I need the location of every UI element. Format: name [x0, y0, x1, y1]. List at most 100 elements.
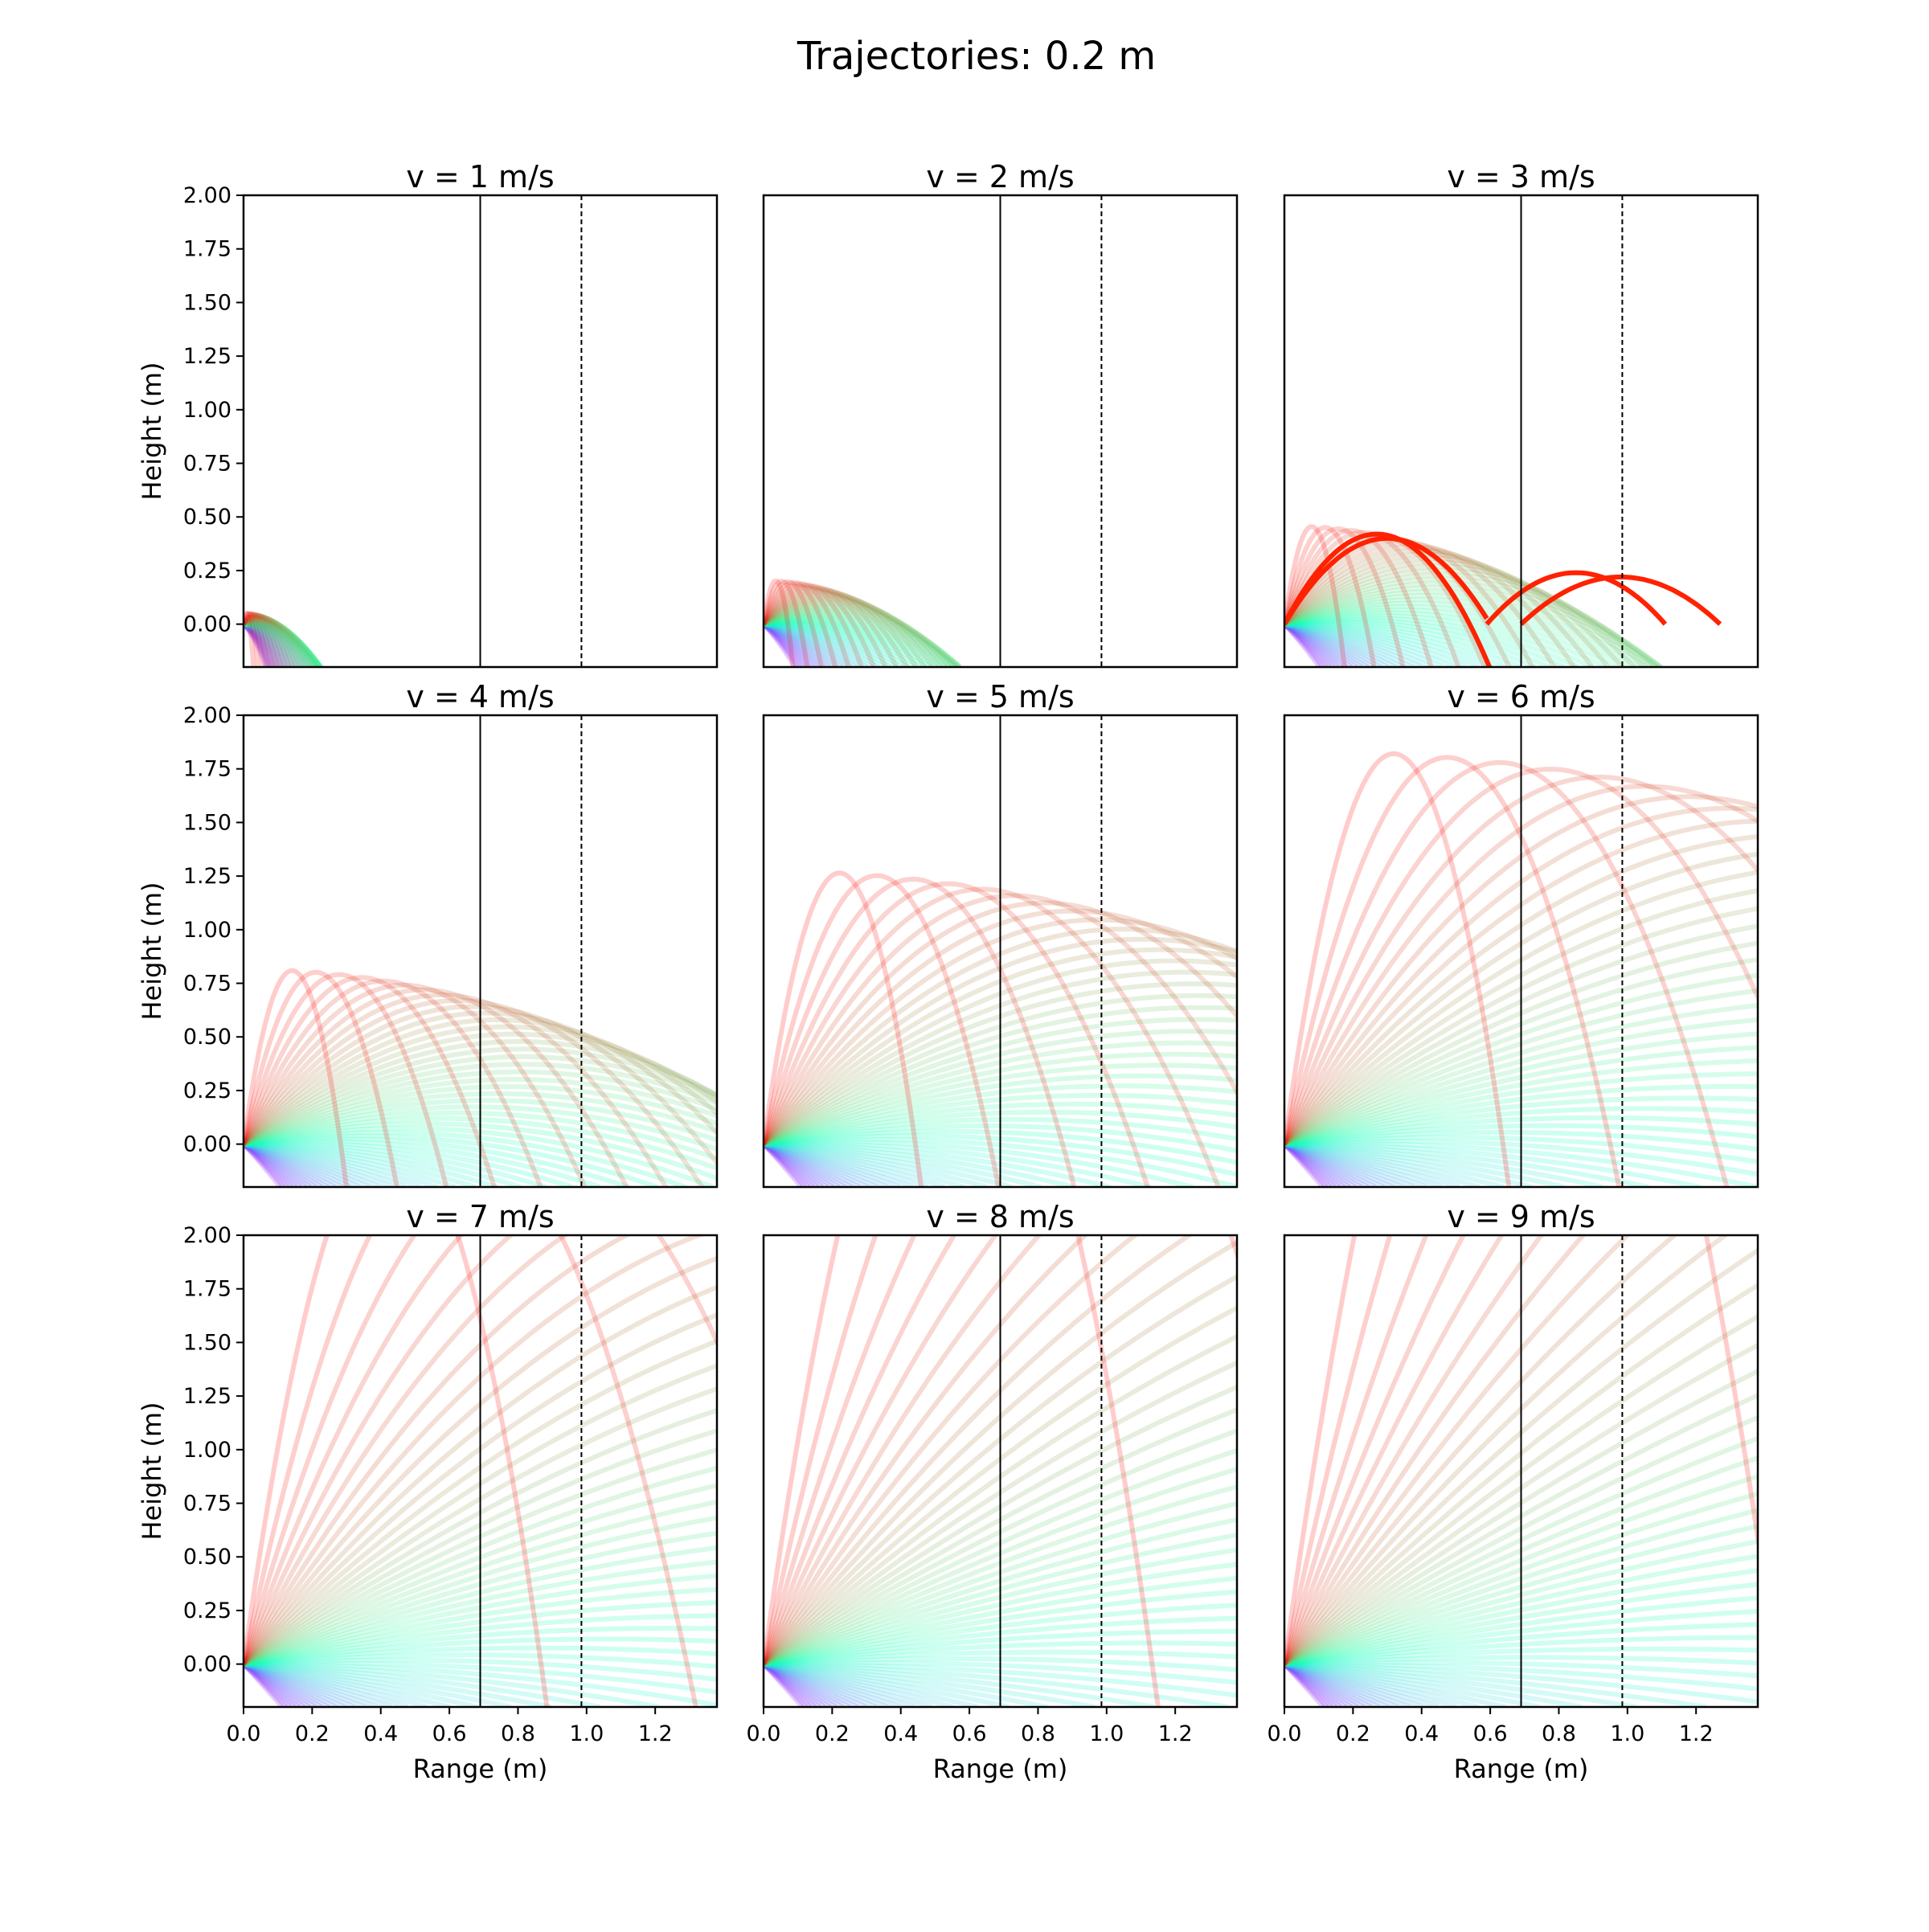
- trajectory-line: [764, 1133, 1237, 1177]
- axes-frame: [762, 1234, 1239, 1709]
- trajectory-line: [764, 1562, 1237, 1667]
- trajectory-line: [244, 613, 299, 667]
- x-tick-label: 0.8: [1021, 1721, 1055, 1746]
- trajectory-line: [764, 1628, 1237, 1667]
- trajectory-line: [764, 900, 1237, 1146]
- trajectory-line: [1284, 1142, 1337, 1187]
- trajectory-line: [1284, 1282, 1758, 1666]
- y-tick-label: 0.25: [183, 1079, 231, 1103]
- trajectory-line: [1284, 1141, 1481, 1187]
- trajectory-line: [1284, 1083, 1758, 1147]
- y-tick-label: 1.75: [183, 757, 231, 782]
- trajectory-line: [1284, 1235, 1730, 1666]
- trajectory-line: [1284, 1368, 1758, 1667]
- y-tick-label: 0.75: [183, 1492, 231, 1517]
- trajectory-line: [764, 621, 898, 667]
- trajectory-line: [1284, 1660, 1758, 1679]
- trajectory-line: [244, 1662, 317, 1707]
- trajectory-line: [244, 621, 310, 667]
- trajectory-line: [1284, 621, 1444, 667]
- trajectory-line: [1284, 1635, 1758, 1667]
- y-tick-label: 0.00: [183, 1132, 231, 1157]
- trajectory-line: [244, 1141, 317, 1187]
- trajectory-line: [764, 615, 952, 667]
- trajectory-line: [1284, 1235, 1587, 1666]
- trajectory-line: [1284, 572, 1659, 667]
- y-tick-label: 0.50: [183, 1025, 231, 1050]
- trajectory-line: [244, 1661, 660, 1707]
- trajectory-line: [244, 621, 313, 667]
- trajectory-line: [764, 620, 922, 667]
- x-tick-label: 0.2: [815, 1721, 850, 1746]
- trajectory-line: [1284, 888, 1758, 1146]
- trajectory-line: [244, 621, 297, 667]
- trajectory-line: [1284, 612, 1594, 667]
- trajectory-line: [244, 1338, 717, 1666]
- panel-title: v = 6 m/s: [1447, 679, 1595, 714]
- trajectory-line: [764, 993, 1237, 1147]
- trajectory-line: [244, 1652, 717, 1669]
- trajectory-line: [764, 1141, 1075, 1187]
- trajectory-line: [244, 1084, 717, 1147]
- trajectory-line: [244, 616, 313, 667]
- trajectory-line: [244, 621, 319, 667]
- trajectory-line: [1284, 1045, 1758, 1147]
- trajectory-line: [1284, 1662, 1329, 1707]
- trajectory-line: [244, 1235, 706, 1666]
- axes-frame: [762, 714, 1239, 1189]
- trajectory-line: [1284, 622, 1322, 667]
- trajectory-line: [1284, 1595, 1758, 1667]
- trajectory-line: [764, 1235, 1089, 1666]
- trajectory-line: [764, 1661, 901, 1707]
- trajectory-line: [244, 1141, 371, 1187]
- trajectory-line: [764, 1141, 914, 1187]
- x-tick-label: 0.0: [1268, 1721, 1302, 1746]
- trajectory-line: [1284, 576, 1662, 667]
- trajectory-line: [764, 1141, 841, 1187]
- trajectory-line: [244, 1235, 570, 1665]
- panel-title: v = 7 m/s: [406, 1199, 554, 1234]
- trajectory-line: [764, 1005, 1237, 1147]
- trajectory-line: [244, 1091, 717, 1147]
- trajectory-line: [1284, 1235, 1466, 1665]
- trajectory-line: [244, 1069, 717, 1147]
- trajectory-line: [764, 621, 839, 667]
- trajectory-line: [764, 1029, 1237, 1147]
- trajectory-line: [244, 1662, 306, 1707]
- trajectory-line: [244, 1126, 715, 1187]
- trajectory-line: [764, 578, 796, 667]
- trajectory-line: [244, 1010, 717, 1146]
- trajectory-line: [764, 1235, 1139, 1666]
- x-tick-label: 0.4: [363, 1721, 398, 1746]
- trajectory-line: [1284, 621, 1414, 667]
- trajectory-line: [764, 1384, 1237, 1667]
- trajectory-line: [764, 1141, 1042, 1187]
- trajectory-line: [244, 1235, 698, 1707]
- trajectory-line: [764, 1142, 834, 1187]
- trajectory-line: [244, 620, 323, 667]
- trajectory-line: [764, 621, 858, 667]
- x-tick-label: 0.2: [1336, 1721, 1370, 1746]
- axes-frame: [242, 194, 719, 669]
- trajectory-line: [764, 621, 910, 667]
- trajectory-line: [1284, 1141, 1415, 1187]
- trajectory-line: [244, 621, 306, 667]
- trajectory-line: [1284, 1135, 1758, 1165]
- trajectory-line: [1284, 972, 1758, 1147]
- trajectory-line: [1284, 1313, 1758, 1666]
- trajectory-line: [764, 1141, 1151, 1187]
- trajectory-line: [764, 1662, 813, 1707]
- trajectory-line: [764, 927, 1237, 1146]
- trajectory-line: [1284, 1141, 1377, 1187]
- y-tick-label: 0.00: [183, 1652, 231, 1677]
- trajectory-line: [1284, 1141, 1649, 1187]
- trajectory-line: [1284, 618, 1551, 667]
- x-tick-label: 0.6: [432, 1721, 467, 1746]
- trajectory-line: [244, 1046, 717, 1147]
- x-tick-label: 0.6: [952, 1721, 987, 1746]
- trajectory-line: [1284, 1003, 1758, 1147]
- trajectory-line: [1284, 1235, 1678, 1666]
- trajectory-line: [244, 621, 301, 667]
- trajectory-line: [764, 1235, 957, 1665]
- trajectory-line: [1284, 1141, 1460, 1187]
